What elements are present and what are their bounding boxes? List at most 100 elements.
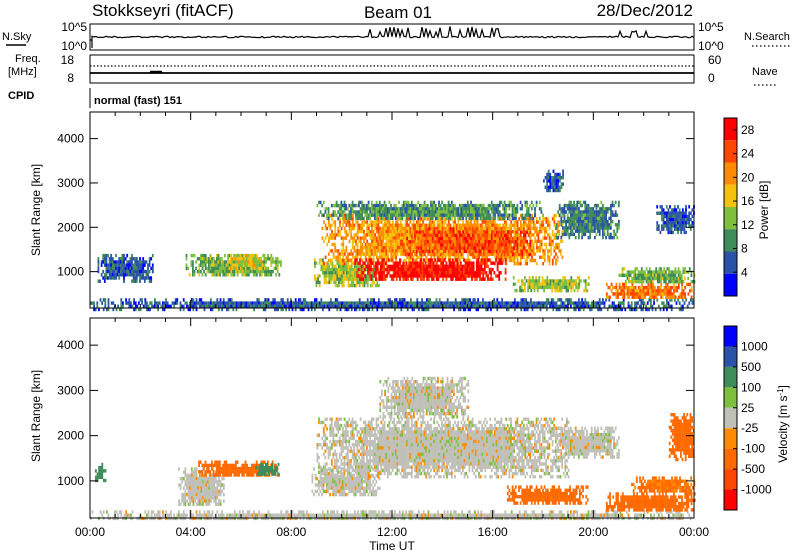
data-cell bbox=[346, 230, 348, 233]
data-cell bbox=[254, 264, 256, 267]
data-cell bbox=[497, 231, 499, 234]
data-cell bbox=[363, 230, 365, 233]
data-cell bbox=[408, 207, 410, 210]
data-cell bbox=[142, 257, 144, 260]
data-cell bbox=[489, 268, 491, 271]
data-cell bbox=[453, 240, 455, 243]
data-cell bbox=[454, 220, 456, 223]
data-cell bbox=[433, 274, 435, 277]
data-cell bbox=[373, 256, 375, 259]
data-cell bbox=[146, 276, 148, 279]
data-cell bbox=[358, 262, 360, 265]
data-cell bbox=[425, 250, 427, 253]
data-cell bbox=[523, 231, 525, 234]
data-cell bbox=[354, 305, 356, 308]
data-cell bbox=[466, 268, 468, 271]
data-cell bbox=[489, 278, 491, 281]
data-cell bbox=[233, 257, 235, 260]
data-cell bbox=[348, 278, 350, 281]
data-cell bbox=[538, 301, 540, 304]
data-cell bbox=[495, 274, 497, 277]
data-cell bbox=[418, 227, 420, 230]
data-cell bbox=[363, 224, 365, 227]
data-cell bbox=[512, 247, 514, 250]
data-cell bbox=[342, 240, 344, 243]
data-cell bbox=[464, 301, 466, 304]
data-cell bbox=[406, 271, 408, 274]
data-cell bbox=[547, 224, 549, 227]
data-cell bbox=[357, 217, 359, 220]
data-cell bbox=[433, 231, 435, 234]
data-cell bbox=[512, 214, 514, 217]
data-cell bbox=[101, 273, 103, 276]
data-cell bbox=[349, 230, 351, 233]
data-cell bbox=[366, 233, 368, 236]
data-cell bbox=[523, 220, 525, 223]
data-cell bbox=[555, 246, 557, 249]
data-cell bbox=[382, 278, 384, 281]
data-cell bbox=[505, 268, 507, 271]
data-cell bbox=[207, 301, 209, 304]
data-cell bbox=[282, 305, 284, 308]
data-cell bbox=[547, 220, 549, 223]
data-cell bbox=[533, 305, 535, 308]
data-cell bbox=[149, 264, 151, 267]
data-cell bbox=[488, 220, 490, 223]
data-cell bbox=[472, 217, 474, 220]
data-cell bbox=[394, 243, 396, 246]
data-cell bbox=[144, 260, 146, 263]
data-cell bbox=[120, 301, 122, 304]
data-cell bbox=[245, 273, 247, 276]
data-cell bbox=[640, 301, 642, 304]
data-cell bbox=[461, 298, 463, 301]
data-cell bbox=[401, 217, 403, 220]
data-cell bbox=[316, 298, 318, 301]
data-cell bbox=[528, 249, 530, 252]
data-cell bbox=[320, 258, 322, 261]
data-cell bbox=[462, 227, 464, 230]
data-cell bbox=[487, 265, 489, 268]
data-cell bbox=[526, 231, 528, 234]
data-cell bbox=[387, 249, 389, 252]
data-cell bbox=[480, 301, 482, 304]
data-cell bbox=[460, 271, 462, 274]
data-cell bbox=[187, 267, 189, 270]
data-cell bbox=[363, 204, 365, 207]
data-cell bbox=[295, 301, 297, 304]
data-cell bbox=[270, 270, 272, 273]
data-cell bbox=[441, 207, 443, 210]
data-cell bbox=[277, 264, 279, 267]
data-cell bbox=[114, 276, 116, 279]
data-cell bbox=[485, 207, 487, 210]
data-cell bbox=[385, 217, 387, 220]
data-cell bbox=[436, 268, 438, 271]
data-cell bbox=[381, 227, 383, 230]
data-cell bbox=[198, 257, 200, 260]
data-cell bbox=[552, 230, 554, 233]
data-cell bbox=[237, 301, 239, 304]
data-cell bbox=[244, 257, 246, 260]
data-cell bbox=[134, 273, 136, 276]
data-cell bbox=[214, 264, 216, 267]
data-cell bbox=[323, 262, 325, 265]
data-cell bbox=[393, 210, 395, 213]
data-cell bbox=[530, 227, 532, 230]
data-cell bbox=[387, 243, 389, 246]
data-cell bbox=[419, 240, 421, 243]
data-cell bbox=[497, 274, 499, 277]
data-cell bbox=[112, 257, 114, 260]
data-cell bbox=[401, 210, 403, 213]
data-cell bbox=[423, 305, 425, 308]
data-cell bbox=[555, 262, 557, 265]
nave-tick-low: 0 bbox=[708, 71, 715, 85]
data-cell bbox=[357, 210, 359, 213]
data-cell bbox=[477, 220, 479, 223]
data-cell bbox=[370, 274, 372, 277]
data-cell bbox=[480, 234, 482, 237]
data-cell bbox=[365, 243, 367, 246]
data-cell bbox=[399, 268, 401, 271]
data-cell bbox=[364, 301, 366, 304]
data-cell bbox=[456, 224, 458, 227]
data-cell bbox=[357, 230, 359, 233]
data-cell bbox=[493, 301, 495, 304]
